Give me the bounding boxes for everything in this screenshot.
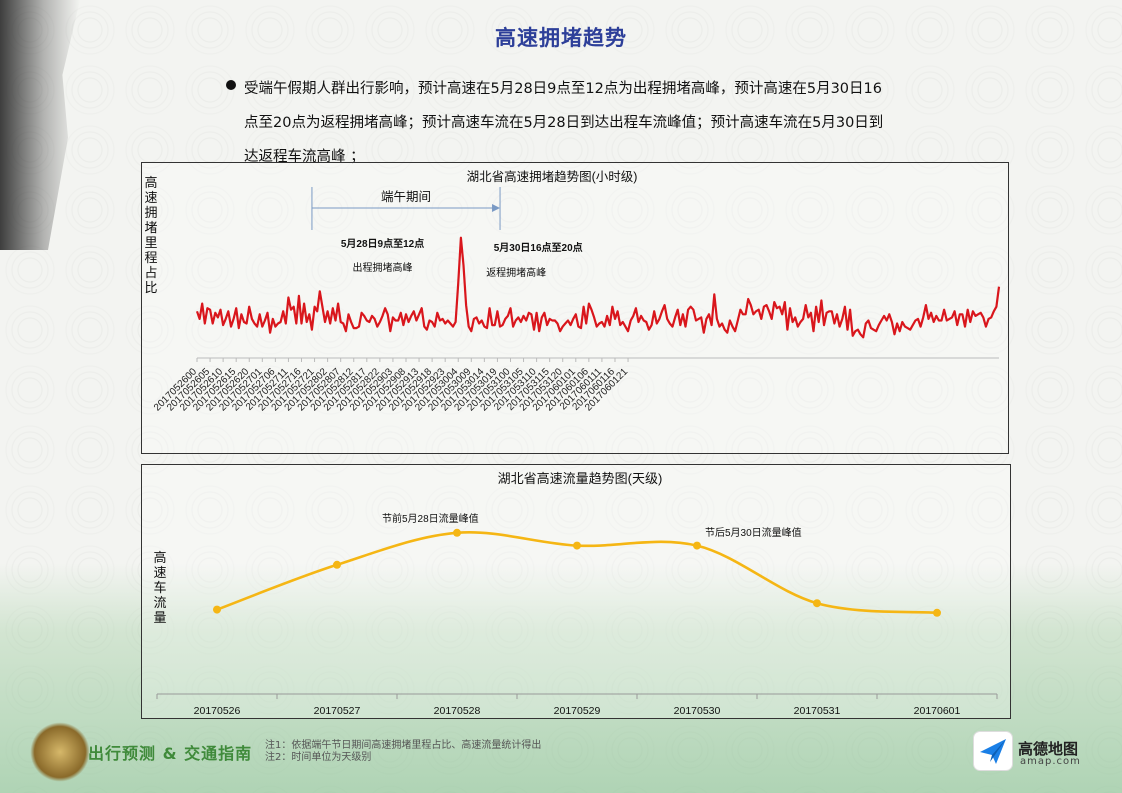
footer-notes: 注1：依据端午节日期间高速拥堵里程占比、高速流量统计得出 注2：时间单位为天级别 xyxy=(265,740,541,764)
footer-brand-text: 出行预测 & 交通指南 xyxy=(88,744,253,763)
congestion-series-line xyxy=(195,236,1001,339)
traffic-x-tick-label: 20170530 xyxy=(674,705,721,717)
traffic-x-tick-label: 20170529 xyxy=(554,705,601,717)
period-label: 端午期间 xyxy=(381,190,431,204)
description-line: 点至20点为返程拥堵高峰；预计高速车流在5月28日到达出程车流峰值；预计高速车流… xyxy=(244,115,884,131)
period-arrow-head xyxy=(492,204,501,212)
description-paragraph: 受端午假期人群出行影响，预计高速在5月28日9点至12点为出程拥堵高峰，预计高速… xyxy=(244,72,904,174)
peak-annotation-out-label: 出程拥堵高峰 xyxy=(353,261,413,274)
footer-note: 注2：时间单位为天级别 xyxy=(265,752,372,763)
congestion-chart-ylabel: 高速拥堵里程占比 xyxy=(144,176,158,296)
peak-annotation-return-label: 返程拥堵高峰 xyxy=(486,266,546,279)
background-green-wash xyxy=(0,563,1122,793)
traffic-x-tick-label: 20170601 xyxy=(914,705,961,717)
traffic-data-point xyxy=(573,541,581,550)
traffic-x-tick-label: 20170528 xyxy=(434,705,481,717)
traffic-data-point xyxy=(453,528,461,537)
traffic-chart-ylabel: 高速车流量 xyxy=(153,551,167,626)
traffic-data-point xyxy=(333,560,341,569)
congestion-chart-title: 湖北省高速拥堵趋势图(小时级) xyxy=(467,169,638,184)
amap-logo-icon xyxy=(973,731,1013,771)
traffic-data-point xyxy=(813,599,821,608)
traffic-data-point xyxy=(933,608,941,617)
paper-plane-icon xyxy=(980,739,1006,764)
traffic-chart-title: 湖北省高速流量趋势图(天级) xyxy=(498,471,663,486)
traffic-data-point xyxy=(693,541,701,550)
traffic-x-tick-label: 20170527 xyxy=(314,705,361,717)
traffic-annotation-pre: 节前5月28日流量峰值 xyxy=(382,512,479,525)
traffic-x-tick-label: 20170526 xyxy=(194,705,241,717)
description-line: 受端午假期人群出行影响，预计高速在5月28日9点至12点为出程拥堵高峰，预计高速… xyxy=(244,81,882,97)
traffic-chart-panel xyxy=(141,464,1011,719)
footer-note: 注1：依据端午节日期间高速拥堵里程占比、高速流量统计得出 xyxy=(265,740,542,751)
peak-annotation-out-time: 5月28日9点至12点 xyxy=(341,237,424,250)
dragon-boat-badge-icon xyxy=(30,722,90,782)
page-title: 高速拥堵趋势 xyxy=(495,26,627,50)
amap-logo-url: amap.com xyxy=(1020,756,1081,767)
amap-logo-name: 高德地图 xyxy=(1018,740,1079,758)
bullet-dot xyxy=(226,80,236,90)
description-line: 达返程车流高峰 ； xyxy=(244,149,365,165)
congestion-chart-panel xyxy=(141,162,1009,454)
peak-annotation-return-time: 5月30日16点至20点 xyxy=(494,241,583,254)
traffic-data-point xyxy=(213,605,221,614)
traffic-x-tick-label: 20170531 xyxy=(794,705,841,717)
traffic-annotation-post: 节后5月30日流量峰值 xyxy=(705,526,802,539)
